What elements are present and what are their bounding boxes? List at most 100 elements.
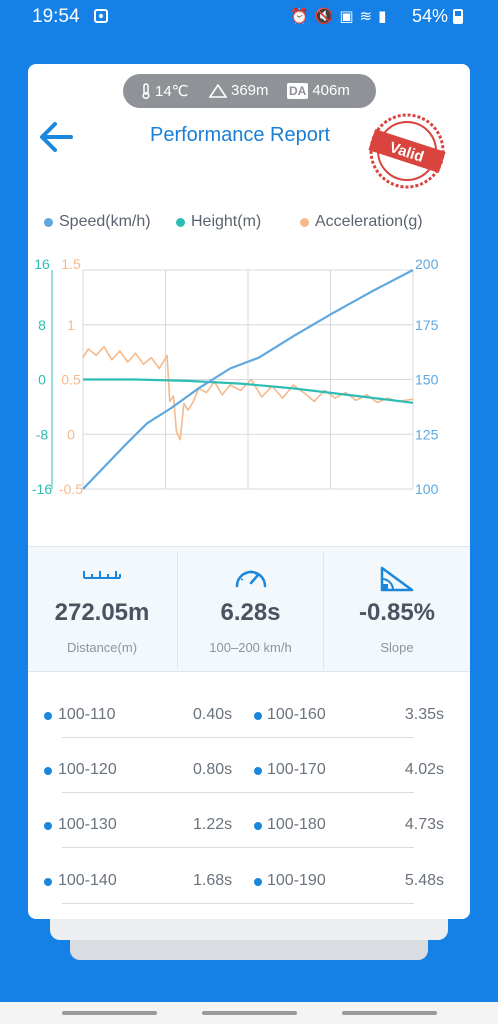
battery-icon xyxy=(453,9,463,24)
stat-divider xyxy=(323,551,324,669)
speed-tick-label: 200 xyxy=(415,256,439,272)
bullet-icon xyxy=(254,822,262,830)
performance-chart: 16 8 0 -8 -16 1.5 1 0.5 0 -0.5 200 175 150 125 100 xyxy=(32,256,439,497)
legend-acceleration-swatch xyxy=(300,217,309,227)
bullet-icon xyxy=(44,878,52,886)
chart-legend: Speed(km/h) Height(m) Acceleration(g) xyxy=(44,213,464,235)
split-time: 0.40s xyxy=(193,706,233,723)
height-tick-label: -16 xyxy=(32,481,52,497)
nav-home-button[interactable] xyxy=(202,1011,297,1015)
split-label: 100-130 xyxy=(58,816,117,833)
height-tick-label: -8 xyxy=(36,426,49,442)
split-time: 1.22s xyxy=(193,816,233,833)
density-altitude-item: DA 406m xyxy=(287,82,350,99)
split-row: 100-130 1.22s 100-180 4.73s xyxy=(28,808,470,848)
split-time: 4.73s xyxy=(404,816,444,833)
legend-acceleration: Acceleration(g) xyxy=(300,213,423,231)
accel-tick-label: -0.5 xyxy=(59,481,83,497)
legend-acceleration-label: Acceleration(g) xyxy=(315,213,423,230)
accel-tick-label: 0.5 xyxy=(61,372,81,388)
stat-distance: 272.05m Distance(m) xyxy=(28,547,176,673)
status-time: 19:54 xyxy=(32,6,80,27)
valid-stamp-icon: Valid xyxy=(368,113,446,189)
height-series-line xyxy=(83,378,414,404)
system-nav-bar xyxy=(0,1002,498,1024)
legend-speed-label: Speed(km/h) xyxy=(59,213,151,230)
split-time: 1.68s xyxy=(193,872,233,889)
ruler-icon xyxy=(83,571,121,579)
row-divider xyxy=(62,847,414,848)
nav-recents-button[interactable] xyxy=(62,1011,157,1015)
status-icons: ⏰🔇▣≋▮ xyxy=(290,8,393,25)
bullet-icon xyxy=(254,767,262,775)
bullet-icon xyxy=(44,822,52,830)
legend-speed: Speed(km/h) xyxy=(44,213,151,231)
conditions-pill: 14℃ 369m DA 406m xyxy=(123,74,376,108)
height-tick-label: 16 xyxy=(34,256,50,272)
slope-value: -0.85% xyxy=(358,599,436,626)
split-label: 100-190 xyxy=(267,872,326,889)
bullet-icon xyxy=(44,712,52,720)
row-divider xyxy=(62,792,414,793)
battery-percent: 54% xyxy=(412,6,449,26)
split-label: 100-170 xyxy=(267,761,326,778)
legend-height-swatch xyxy=(176,217,185,227)
split-time: 3.35s xyxy=(404,706,444,723)
speed-tick-label: 125 xyxy=(415,426,439,442)
stat-slope: -0.85% Slope xyxy=(324,547,470,673)
temperature-value: 14℃ xyxy=(155,83,189,100)
legend-height: Height(m) xyxy=(176,213,261,231)
split-time: 5.48s xyxy=(404,872,444,889)
accel-tick-label: 1.5 xyxy=(61,256,81,272)
speed-series-line xyxy=(82,269,414,490)
bullet-icon xyxy=(44,767,52,775)
split-label: 100-120 xyxy=(58,761,117,778)
slope-icon xyxy=(380,566,414,592)
altitude-item: 369m xyxy=(209,82,269,99)
row-divider xyxy=(62,737,414,738)
mountain-icon xyxy=(209,83,227,98)
split-row: 100-110 0.40s 100-160 3.35s xyxy=(28,698,470,738)
acceleration-series-line xyxy=(82,345,414,441)
density-altitude-value: 406m xyxy=(312,82,350,99)
speed-tick-label: 150 xyxy=(415,372,439,388)
accel-tick-label: 1 xyxy=(67,317,75,333)
split-label: 100-160 xyxy=(267,706,326,723)
bullet-icon xyxy=(254,712,262,720)
legend-speed-swatch xyxy=(44,217,53,227)
split-time: 4.02s xyxy=(404,761,444,778)
accel-tick-label: 0 xyxy=(67,426,75,442)
page-title: Performance Report xyxy=(150,124,331,146)
back-arrow-icon[interactable] xyxy=(37,120,77,154)
altitude-value: 369m xyxy=(231,82,269,99)
stat-time: 6.28s 100–200 km/h xyxy=(178,547,323,673)
report-card xyxy=(28,64,470,919)
split-time: 0.80s xyxy=(193,761,233,778)
time-value: 6.28s xyxy=(220,599,281,626)
legend-height-label: Height(m) xyxy=(191,213,262,230)
distance-value: 272.05m xyxy=(54,599,150,626)
height-tick-label: 0 xyxy=(38,372,46,388)
speed-tick-label: 100 xyxy=(415,481,439,497)
notification-icon xyxy=(94,9,108,23)
split-label: 100-140 xyxy=(58,872,117,889)
split-label: 100-180 xyxy=(267,816,326,833)
bullet-icon xyxy=(254,878,262,886)
summary-stats: 272.05m Distance(m) 6.28s 100–200 km/h -… xyxy=(28,546,470,672)
split-label: 100-110 xyxy=(58,706,116,723)
split-row: 100-140 1.68s 100-190 5.48s xyxy=(28,864,470,904)
split-row: 100-120 0.80s 100-170 4.02s xyxy=(28,753,470,793)
da-badge: DA xyxy=(287,82,309,99)
slope-caption: Slope xyxy=(380,640,414,655)
distance-caption: Distance(m) xyxy=(66,640,138,655)
row-divider xyxy=(62,903,414,904)
height-tick-label: 8 xyxy=(38,317,46,333)
nav-back-button[interactable] xyxy=(342,1011,437,1015)
temperature-item: 14℃ xyxy=(141,82,189,100)
status-bar: 19:54 ⏰🔇▣≋▮ 54% xyxy=(0,0,498,32)
thermometer-icon xyxy=(142,83,150,99)
speedometer-icon xyxy=(235,570,266,588)
stat-divider xyxy=(177,551,178,669)
time-caption: 100–200 km/h xyxy=(209,640,292,655)
speed-tick-label: 175 xyxy=(415,317,439,333)
